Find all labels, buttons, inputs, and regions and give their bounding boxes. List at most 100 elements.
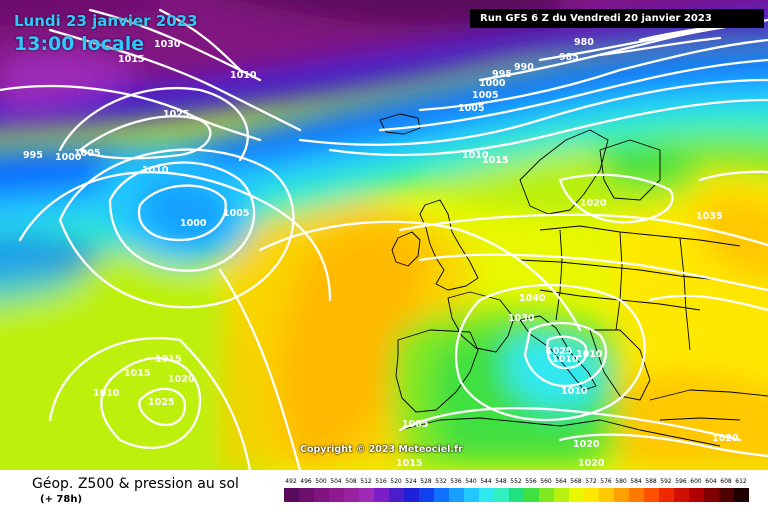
scale-label: 496 (300, 478, 312, 485)
isobar-label: 1020 (712, 433, 739, 444)
isobar-label: 1015 (118, 54, 144, 65)
scale-label: 612 (735, 478, 747, 485)
scale-swatch (494, 488, 509, 502)
scale-label: 508 (345, 478, 357, 485)
isobar-label: 1005 (472, 90, 498, 101)
isobar-label: 1025 (163, 109, 189, 120)
scale-swatch (524, 488, 539, 502)
isobar-label: 990 (514, 62, 534, 73)
scale-label: 576 (600, 478, 612, 485)
isobar-label: 1010 (552, 354, 579, 365)
scale-label: 596 (675, 478, 687, 485)
scale-swatch (599, 488, 614, 502)
isobar-label: 985 (559, 52, 579, 63)
isobar-label: 1035 (696, 211, 722, 222)
scale-swatch (569, 488, 584, 502)
scale-swatch (389, 488, 404, 502)
isobar-label: 1025 (546, 346, 572, 357)
scale-label: 528 (420, 478, 432, 485)
scale-swatch (374, 488, 389, 502)
isobar-label: 1020 (580, 198, 607, 209)
isobar-label: 1010 (576, 349, 603, 360)
isobar-label: 1000 (55, 152, 82, 163)
isobar-label: 1030 (508, 313, 535, 324)
forecast-lead-time: (+ 78h) (40, 494, 83, 505)
scale-swatch (554, 488, 569, 502)
scale-label: 572 (585, 478, 597, 485)
scale-swatch (659, 488, 674, 502)
isobar-label: 1005 (402, 419, 428, 430)
isobar-label: 1015 (124, 368, 150, 379)
scale-swatch (644, 488, 659, 502)
isobar-label: 1005 (223, 208, 249, 219)
scale-label: 520 (390, 478, 402, 485)
isobar-label: 1015 (155, 354, 181, 365)
scale-swatch (404, 488, 419, 502)
scale-label: 604 (705, 478, 717, 485)
scale-label: 536 (450, 478, 462, 485)
scale-label: 548 (495, 478, 507, 485)
scale-label: 512 (360, 478, 372, 485)
forecast-date-title: Lundi 23 janvier 2023 (14, 12, 198, 30)
geopotential-shading (0, 0, 768, 470)
isobar-label: 1010 (462, 150, 489, 161)
legend-footer: Géop. Z500 & pression au sol (+ 78h) 492… (0, 470, 768, 512)
scale-label: 608 (720, 478, 732, 485)
scale-label: 544 (480, 478, 492, 485)
isobar-label: 1025 (148, 397, 174, 408)
scale-label: 556 (525, 478, 537, 485)
scale-swatch (479, 488, 494, 502)
isobar-label: 1005 (458, 103, 484, 114)
isobar-label: 1040 (519, 293, 546, 304)
isobar-label: 1015 (396, 458, 422, 469)
scale-label: 588 (645, 478, 657, 485)
isobar-label: 980 (574, 37, 594, 48)
isobar-label: 1000 (479, 78, 506, 89)
isobar-label: 995 (23, 150, 43, 161)
copyright-notice: Copyright © 2023 Meteociel.fr (300, 444, 463, 455)
scale-swatch (434, 488, 449, 502)
scale-swatch (689, 488, 704, 502)
isobar-label: 995 (492, 69, 512, 80)
scale-label: 532 (435, 478, 447, 485)
scale-swatch (419, 488, 434, 502)
model-run-info: Run GFS 6 Z du Vendredi 20 janvier 2023 (470, 9, 764, 28)
scale-label: 524 (405, 478, 417, 485)
isobars (0, 8, 768, 470)
scale-label: 568 (570, 478, 582, 485)
scale-swatch (509, 488, 524, 502)
scale-label: 516 (375, 478, 387, 485)
isobar-label: 1020 (578, 458, 605, 469)
scale-swatch (314, 488, 329, 502)
isobar-label: 1010 (230, 70, 257, 81)
scale-label: 504 (330, 478, 342, 485)
scale-label: 492 (285, 478, 297, 485)
scale-swatch (284, 488, 299, 502)
isobar-label: 1020 (168, 374, 195, 385)
scale-swatch (584, 488, 599, 502)
scale-swatch (734, 488, 749, 502)
isobar-label: 1020 (573, 439, 600, 450)
scale-swatch (359, 488, 374, 502)
isobar-label: 1015 (482, 155, 508, 166)
isobar-label: 1000 (180, 218, 207, 229)
scale-swatch (719, 488, 734, 502)
scale-label: 564 (555, 478, 567, 485)
scale-label: 580 (615, 478, 627, 485)
scale-swatch (464, 488, 479, 502)
isobar-label: 1010 (142, 165, 169, 176)
isobar-label: 1010 (561, 386, 588, 397)
scale-swatch (344, 488, 359, 502)
scale-swatch (449, 488, 464, 502)
forecast-local-time: 13:00 locale (14, 33, 145, 55)
color-scale: 492 496 500 504 508 512 516 520 524 528 532 536 540 5… (284, 478, 750, 510)
scale-swatch (299, 488, 314, 502)
scale-swatch (539, 488, 554, 502)
scale-label: 592 (660, 478, 672, 485)
scale-label: 552 (510, 478, 522, 485)
scale-swatch (614, 488, 629, 502)
scale-label: 600 (690, 478, 702, 485)
scale-label: 500 (315, 478, 327, 485)
scale-swatch (704, 488, 719, 502)
